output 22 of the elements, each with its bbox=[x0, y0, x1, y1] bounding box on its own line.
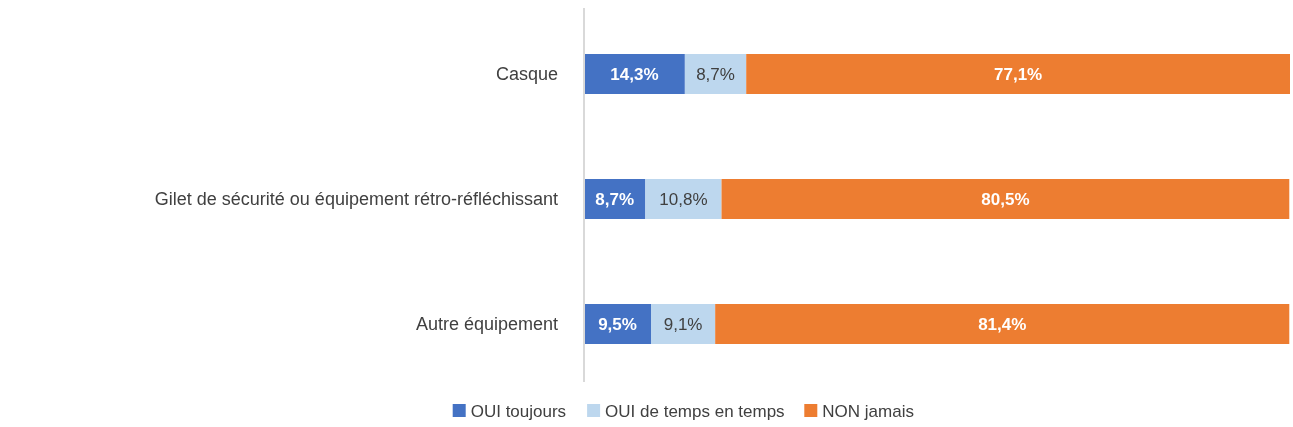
legend-label: OUI toujours bbox=[470, 401, 567, 421]
data-label: 8,7% bbox=[696, 64, 735, 84]
data-label: 8,7% bbox=[595, 189, 635, 209]
data-label: 14,3% bbox=[610, 64, 659, 84]
bar bbox=[684, 54, 747, 94]
bar bbox=[651, 304, 716, 344]
bar bbox=[584, 54, 685, 94]
data-label: 9,5% bbox=[598, 314, 637, 334]
bar bbox=[645, 179, 722, 219]
data-label: 77,1% bbox=[994, 64, 1043, 84]
data-label: 80,5% bbox=[981, 189, 1030, 209]
bar bbox=[721, 179, 1290, 219]
legend-label: OUI de temps en temps bbox=[605, 401, 785, 421]
bar bbox=[746, 54, 1290, 94]
y-tick-label: Autre équipement bbox=[415, 314, 558, 335]
y-tick-label: Gilet de sécurité ou équipement rétro-réfléchissant bbox=[154, 189, 558, 210]
data-label: 10,8% bbox=[659, 189, 708, 209]
y-tick-label: Casque bbox=[495, 64, 558, 85]
bar bbox=[715, 304, 1290, 344]
legend-label: NON jamais bbox=[822, 401, 914, 421]
data-label: 81,4% bbox=[978, 314, 1027, 334]
data-label: 9,1% bbox=[663, 314, 703, 334]
